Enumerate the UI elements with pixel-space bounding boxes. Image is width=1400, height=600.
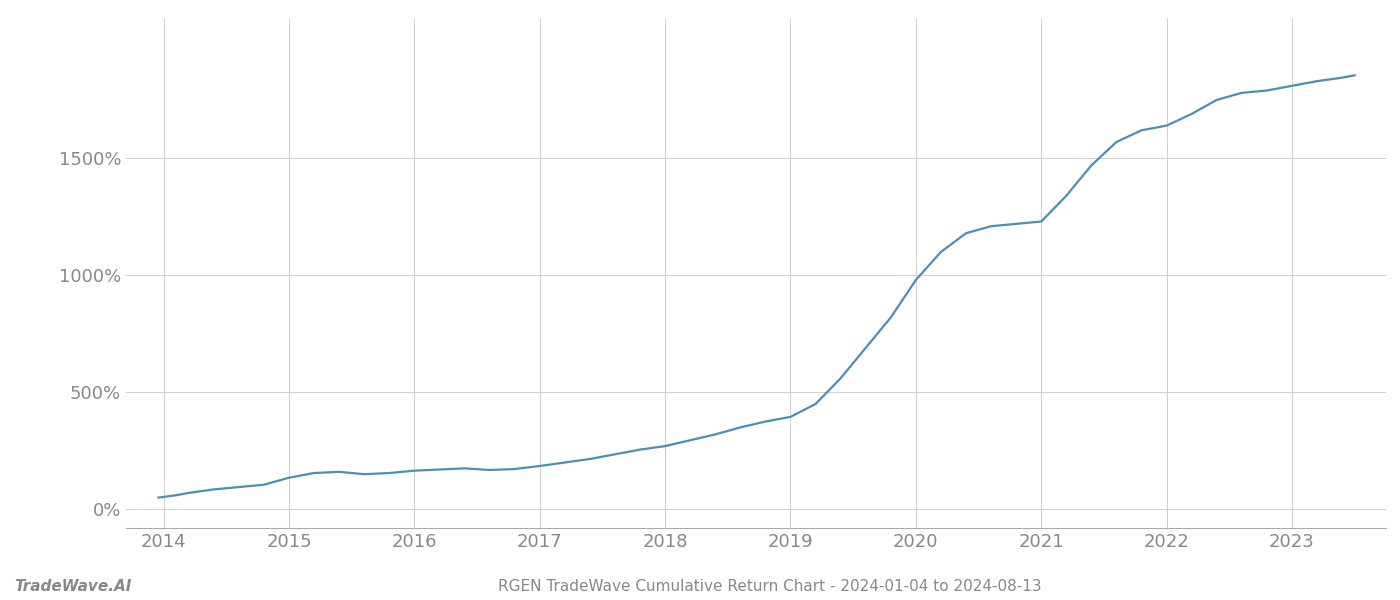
Text: TradeWave.AI: TradeWave.AI bbox=[14, 579, 132, 594]
Text: RGEN TradeWave Cumulative Return Chart - 2024-01-04 to 2024-08-13: RGEN TradeWave Cumulative Return Chart -… bbox=[498, 579, 1042, 594]
